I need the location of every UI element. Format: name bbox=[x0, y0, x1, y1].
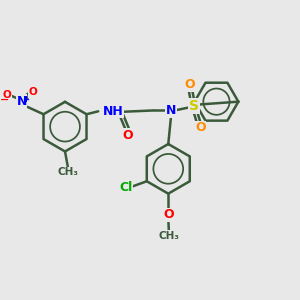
Text: CH₃: CH₃ bbox=[158, 231, 179, 241]
Text: −: − bbox=[0, 94, 10, 105]
Text: O: O bbox=[29, 87, 38, 97]
Text: Cl: Cl bbox=[119, 181, 132, 194]
Text: O: O bbox=[122, 129, 133, 142]
Text: N: N bbox=[166, 104, 176, 117]
Text: CH₃: CH₃ bbox=[57, 167, 78, 178]
Text: N: N bbox=[16, 94, 27, 108]
Text: O: O bbox=[3, 90, 11, 100]
Text: S: S bbox=[189, 99, 199, 113]
Text: +: + bbox=[22, 94, 29, 103]
Text: O: O bbox=[195, 122, 206, 134]
Text: O: O bbox=[185, 78, 196, 91]
Text: NH: NH bbox=[103, 105, 123, 118]
Text: O: O bbox=[163, 208, 174, 221]
